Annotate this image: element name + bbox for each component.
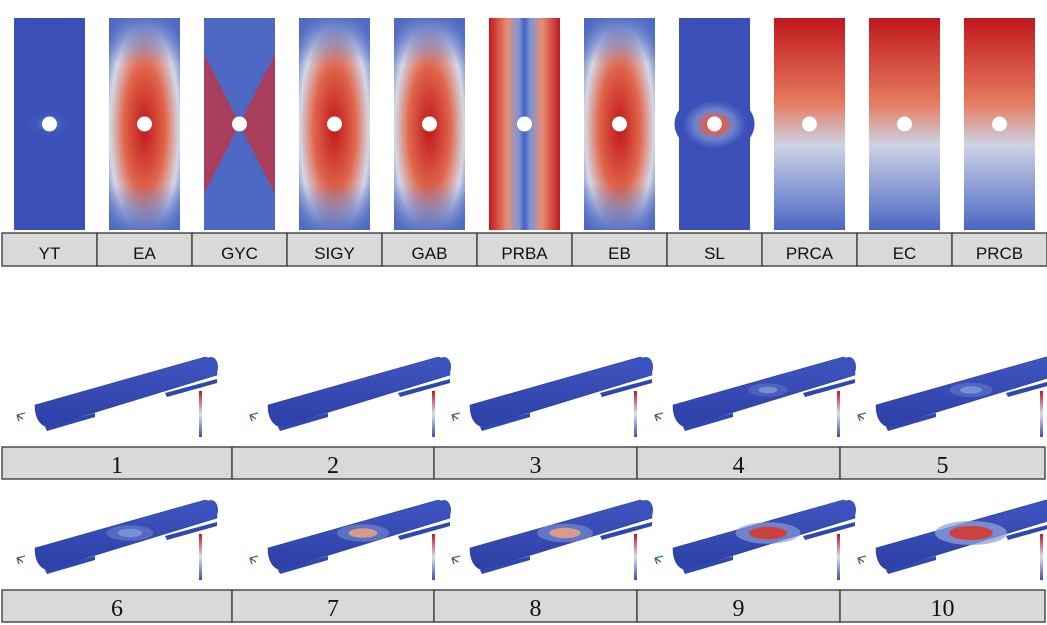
plate-label-cell: GYC [191, 232, 288, 267]
plate-label-cell: SIGY [286, 232, 383, 267]
colorbar [634, 534, 637, 580]
shell-model [16, 499, 218, 580]
hole [422, 116, 437, 132]
plate-prba [489, 18, 560, 230]
hole [612, 116, 627, 132]
plate-label-cell: YT [1, 232, 98, 267]
shell-label: 1 [111, 453, 123, 479]
colorbar [199, 391, 202, 437]
plate-ec [869, 18, 940, 230]
hole [897, 116, 912, 132]
colorbar [1040, 391, 1043, 437]
plate-label-cell: PRCB [951, 232, 1047, 267]
plate-gab [394, 18, 465, 230]
hole [517, 116, 532, 132]
colorbar [837, 534, 840, 580]
shell-label-cell: 7 [231, 589, 435, 623]
colorbar [1040, 534, 1043, 580]
plate-label-cell: PRBA [476, 232, 573, 267]
plate-prcb [964, 18, 1035, 230]
hole [232, 116, 247, 132]
plate-sigy [299, 18, 370, 230]
shell-models [16, 356, 1047, 580]
shell-label: 6 [111, 596, 123, 622]
plate-label: SIGY [314, 244, 355, 263]
plate-label-cell: EB [571, 232, 668, 267]
shell-label-tables: 1 2 3 4 5 6 7 8 9 10 [1, 446, 1046, 623]
shell-label-cell: 3 [433, 446, 638, 480]
colorbar [432, 391, 435, 437]
plate-label: EB [608, 244, 631, 263]
colorbar [634, 391, 637, 437]
hole [992, 116, 1007, 132]
shell-label: 10 [931, 596, 955, 622]
plate-eb [584, 18, 655, 230]
shell-label-cell: 4 [636, 446, 841, 480]
colorbar [199, 534, 202, 580]
shell-label-cell: 6 [1, 589, 233, 623]
shell-label: 2 [327, 453, 339, 479]
shell-label: 8 [530, 596, 542, 622]
plate-label-cell: PRCA [761, 232, 858, 267]
plate-label: EA [133, 244, 156, 263]
shell-model [857, 499, 1047, 580]
plate-ea [109, 18, 180, 230]
plates-row [14, 18, 1035, 230]
hole [802, 116, 817, 132]
shell-model [451, 499, 653, 580]
hole [42, 116, 57, 132]
shell-label: 5 [937, 453, 949, 479]
plate-sl [674, 18, 755, 230]
plate-label-table: YT EA GYC SIGY GAB PRBA EB SL PRCA EC PRCB [1, 232, 1047, 267]
plate-label: SL [704, 244, 725, 263]
hole [327, 116, 342, 132]
plate-prca [774, 18, 845, 230]
plate-label-cell: EC [856, 232, 953, 267]
colorbar [432, 534, 435, 580]
shell-label-cell: 1 [1, 446, 233, 480]
shell-label: 3 [530, 453, 542, 479]
plate-label: GAB [412, 244, 448, 263]
shell-model [857, 356, 1047, 437]
hole [707, 116, 722, 132]
plate-label: PRCB [976, 244, 1023, 263]
plate-yt [14, 18, 85, 230]
plate-label-cell: SL [666, 232, 763, 267]
shell-label-cell: 2 [231, 446, 435, 480]
plate-label: EC [893, 244, 917, 263]
plate-label: YT [39, 244, 61, 263]
shell-model [249, 499, 451, 580]
plate-gyc [204, 18, 275, 230]
shell-label-cell: 9 [636, 589, 841, 623]
shell-model [249, 356, 451, 437]
shell-label-cell: 5 [839, 446, 1046, 480]
shell-model [654, 356, 856, 437]
shell-label: 9 [733, 596, 745, 622]
shell-label-cell: 10 [839, 589, 1046, 623]
shell-model [16, 356, 218, 437]
colorbar [837, 391, 840, 437]
shell-label-cell: 8 [433, 589, 638, 623]
shell-label: 7 [327, 596, 339, 622]
plate-label: PRCA [786, 244, 834, 263]
hole [137, 116, 152, 132]
plate-label-cell: GAB [381, 232, 478, 267]
plate-label-cell: EA [96, 232, 193, 267]
shell-model [451, 356, 653, 437]
shell-model [654, 499, 856, 580]
plate-label: GYC [221, 244, 258, 263]
plate-label: PRBA [501, 244, 548, 263]
shell-label: 4 [733, 453, 745, 479]
